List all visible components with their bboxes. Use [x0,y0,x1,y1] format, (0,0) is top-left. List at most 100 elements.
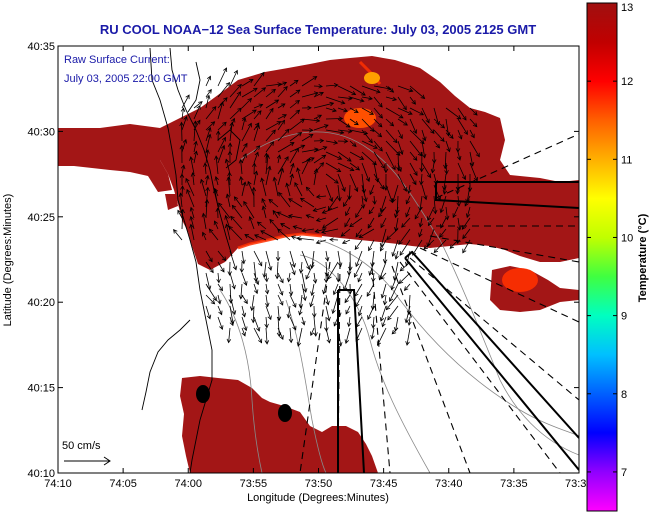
current-vector [391,272,399,290]
current-vector-head [204,174,210,180]
current-vector-head [355,166,361,171]
current-vector [229,70,238,87]
current-vector-head [433,248,439,254]
current-vector [241,143,248,153]
scale-arrow [64,456,111,466]
current-vector-head [467,187,473,193]
current-vector-head [280,103,286,108]
current-vector-head [242,181,247,187]
current-vector [372,294,375,310]
current-vector [337,173,346,192]
current-vector-head [440,137,445,143]
current-vector-head [279,167,284,173]
current-vector-head [398,134,403,140]
current-vector-head [319,162,325,167]
current-vector-head [268,266,273,271]
current-vector [217,145,225,164]
current-vector [301,272,307,293]
current-vector-head [255,124,260,129]
current-vector [385,107,404,119]
current-vector-head [326,316,331,322]
current-vector-head [233,196,239,201]
current-vector-head [331,309,336,315]
current-vector-head [207,133,212,139]
current-vector-head [382,259,388,264]
current-vector [343,195,351,207]
sst-patch-west [58,124,172,192]
current-vector-head [469,161,475,167]
current-vector-head [373,144,378,149]
current-vector [205,272,211,290]
current-vector [418,228,423,237]
current-vector [385,129,398,143]
current-vector-head [421,153,427,159]
current-vector [313,102,334,109]
current-vector [241,316,247,331]
current-vector [277,327,284,340]
current-vector [185,178,195,197]
current-vector [253,250,263,266]
current-vector [445,107,461,120]
current-vector-head [462,248,467,254]
current-vector [337,184,341,201]
current-vector-head [247,97,252,103]
current-vector [205,121,215,131]
current-vector-head [343,138,349,144]
current-vector-head [185,177,190,183]
current-vector [349,85,366,96]
current-vector-head [445,131,451,137]
y-tick-label: 40:35 [27,41,55,53]
current-vector-head [243,326,248,332]
current-vector-head [313,91,319,96]
current-vector-head [370,334,375,340]
current-vector [325,184,333,202]
current-vector [322,206,339,214]
current-vector [349,107,359,113]
current-vector-head [190,172,196,177]
current-vector-head [387,86,392,91]
current-vector-head [355,262,360,268]
current-vector-head [305,186,311,192]
current-vector-head [391,329,397,335]
current-vector [397,118,408,126]
current-vector [313,316,317,337]
current-vector [373,140,383,152]
current-vector [406,250,411,266]
current-vector-head [260,177,265,183]
current-vector-head [456,115,462,120]
current-vector [244,234,255,241]
current-vector-head [258,338,263,344]
current-vector [289,132,302,142]
current-vector [301,92,319,98]
current-vector-head [436,195,441,201]
radial-sector-boxes [337,181,579,473]
current-vector-head [319,91,324,97]
current-vector [369,261,375,276]
current-vector-head [269,218,274,224]
current-vector [301,158,311,175]
x-axis-ticks: 74:10 74:05 74:00 73:55 73:50 73:45 73:40 73:35… [44,46,593,490]
current-vector-head [338,116,344,121]
current-vector-head [196,104,201,110]
current-vector [409,96,416,105]
current-vector-head [279,290,284,296]
current-vector-head [286,277,292,283]
current-vector-head [218,286,223,292]
current-vector [397,107,413,115]
current-vector-head [283,85,288,91]
current-vector-head [300,144,306,149]
current-vector [337,327,342,346]
current-vector-head [185,94,190,100]
current-vector-head [376,341,381,347]
current-vector-head [225,81,231,87]
x-tick-label: 73:40 [435,478,463,490]
current-vector-head [200,178,205,184]
current-vector [421,184,427,200]
current-vector-head [333,83,339,88]
current-vector-head [208,257,213,263]
current-vector-head [372,200,377,205]
current-vector [294,182,303,197]
current-vector-head [290,162,295,168]
current-vector-head [261,205,267,211]
current-vector [469,129,475,138]
